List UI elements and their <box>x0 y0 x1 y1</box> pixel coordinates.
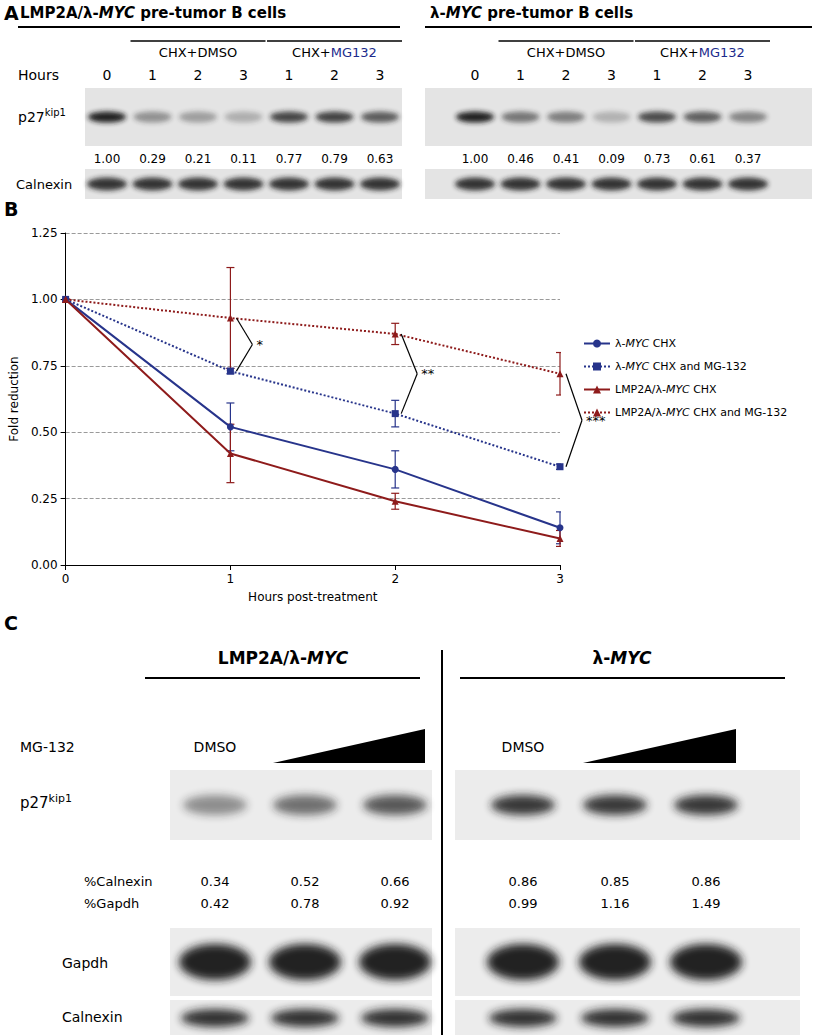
svg-text:1.25: 1.25 <box>31 226 58 240</box>
svg-text:0: 0 <box>103 67 112 83</box>
svg-text:MYC: MYC <box>666 406 690 419</box>
svg-text:3: 3 <box>376 67 385 83</box>
svg-text:***: *** <box>586 413 606 428</box>
svg-text:3: 3 <box>556 572 564 586</box>
svg-text:0: 0 <box>62 572 70 586</box>
svg-text:2: 2 <box>194 67 203 83</box>
svg-text:1: 1 <box>653 67 662 83</box>
svg-text:0.34: 0.34 <box>201 874 230 889</box>
svg-text:Calnexin: Calnexin <box>62 1009 123 1025</box>
svg-text:λ-MYC: λ-MYC <box>593 648 652 668</box>
svg-text:LMP2A/λ-: LMP2A/λ- <box>615 383 666 396</box>
svg-text:0.78: 0.78 <box>291 896 320 911</box>
svg-text:0.86: 0.86 <box>509 874 538 889</box>
svg-text:2: 2 <box>391 572 399 586</box>
svg-text:CHX+MG132: CHX+MG132 <box>660 45 745 60</box>
svg-text:1: 1 <box>285 67 294 83</box>
svg-text:B: B <box>4 198 18 220</box>
svg-text:1: 1 <box>516 67 525 83</box>
svg-text:CHX and MG-132: CHX and MG-132 <box>649 360 747 373</box>
svg-text:0.29: 0.29 <box>139 152 166 166</box>
svg-text:0.86: 0.86 <box>692 874 721 889</box>
svg-text:CHX+DMSO: CHX+DMSO <box>527 45 605 60</box>
svg-text:0.00: 0.00 <box>31 558 58 572</box>
svg-text:CHX: CHX <box>690 383 717 396</box>
svg-text:0.11: 0.11 <box>230 152 257 166</box>
svg-text:*: * <box>256 337 263 352</box>
svg-text:MG-132: MG-132 <box>20 739 75 755</box>
svg-text:0.75: 0.75 <box>31 359 58 373</box>
svg-text:1.00: 1.00 <box>31 292 58 306</box>
svg-text:Hours: Hours <box>18 67 59 83</box>
svg-text:0.73: 0.73 <box>644 152 671 166</box>
svg-text:0.21: 0.21 <box>185 152 212 166</box>
svg-text:2: 2 <box>562 67 571 83</box>
svg-text:0.41: 0.41 <box>553 152 580 166</box>
svg-text:0.25: 0.25 <box>31 492 58 506</box>
svg-text:1.49: 1.49 <box>692 896 721 911</box>
svg-text:1.16: 1.16 <box>601 896 630 911</box>
svg-text:MYC: MYC <box>666 383 690 396</box>
svg-text:2: 2 <box>698 67 707 83</box>
svg-text:0.85: 0.85 <box>601 874 630 889</box>
svg-text:0.37: 0.37 <box>735 152 762 166</box>
svg-text:0: 0 <box>471 67 480 83</box>
svg-text:0.52: 0.52 <box>291 874 320 889</box>
svg-text:0.61: 0.61 <box>689 152 716 166</box>
svg-text:1.00: 1.00 <box>462 152 489 166</box>
svg-text:1: 1 <box>148 67 157 83</box>
svg-text:Hours post-treatment: Hours post-treatment <box>248 590 378 604</box>
svg-text:1: 1 <box>227 572 235 586</box>
svg-text:CHX: CHX <box>649 337 676 350</box>
svg-text:λ-: λ- <box>615 360 626 373</box>
svg-text:MYC: MYC <box>625 337 649 350</box>
svg-text:Calnexin: Calnexin <box>16 177 72 192</box>
svg-text:%Gapdh: %Gapdh <box>84 896 139 911</box>
svg-text:λ-MYC pre-tumor B cells: λ-MYC pre-tumor B cells <box>430 4 633 22</box>
svg-text:0.66: 0.66 <box>381 874 410 889</box>
svg-text:Gapdh: Gapdh <box>62 955 108 971</box>
svg-text:MYC: MYC <box>625 360 649 373</box>
svg-text:3: 3 <box>744 67 753 83</box>
svg-text:CHX+DMSO: CHX+DMSO <box>159 45 237 60</box>
svg-text:LMP2A/λ-MYC: LMP2A/λ-MYC <box>218 648 349 668</box>
svg-text:0.99: 0.99 <box>509 896 538 911</box>
svg-text:0.09: 0.09 <box>598 152 625 166</box>
svg-text:0.92: 0.92 <box>381 896 410 911</box>
svg-text:3: 3 <box>239 67 248 83</box>
svg-text:0.42: 0.42 <box>201 896 230 911</box>
svg-text:CHX+MG132: CHX+MG132 <box>292 45 377 60</box>
svg-text:0.79: 0.79 <box>321 152 348 166</box>
svg-text:p27kip1: p27kip1 <box>20 792 72 812</box>
svg-text:2: 2 <box>330 67 339 83</box>
svg-text:LMP2A/λ-: LMP2A/λ- <box>615 406 666 419</box>
svg-text:C: C <box>4 612 18 634</box>
svg-text:A: A <box>4 2 19 24</box>
svg-text:CHX and MG-132: CHX and MG-132 <box>690 406 788 419</box>
svg-text:λ-: λ- <box>615 337 626 350</box>
svg-text:0.46: 0.46 <box>507 152 534 166</box>
svg-text:%Calnexin: %Calnexin <box>84 874 153 889</box>
svg-text:p27kip1: p27kip1 <box>18 107 66 125</box>
svg-text:0.63: 0.63 <box>367 152 394 166</box>
svg-text:Fold reduction: Fold reduction <box>7 356 21 441</box>
svg-text:DMSO: DMSO <box>194 739 237 755</box>
svg-text:0.50: 0.50 <box>31 425 58 439</box>
svg-text:0.77: 0.77 <box>276 152 303 166</box>
svg-text:LMP2A/λ-MYC pre-tumor B cells: LMP2A/λ-MYC pre-tumor B cells <box>20 4 286 22</box>
svg-text:3: 3 <box>607 67 616 83</box>
svg-text:**: ** <box>421 366 435 381</box>
svg-text:DMSO: DMSO <box>502 739 545 755</box>
svg-text:1.00: 1.00 <box>94 152 121 166</box>
